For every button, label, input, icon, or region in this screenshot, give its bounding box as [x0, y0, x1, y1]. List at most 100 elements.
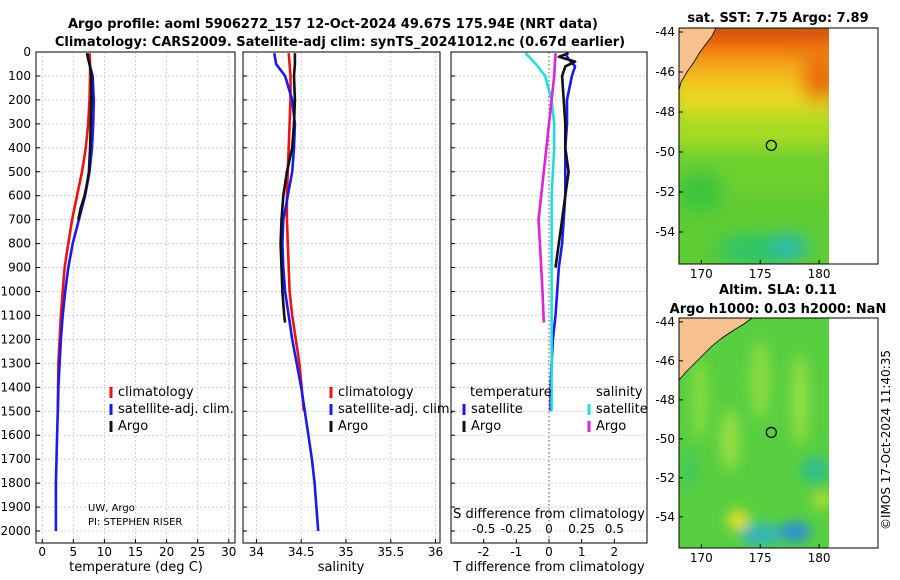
s-tick-label: 0	[545, 522, 553, 536]
temperature-lines	[54, 52, 96, 531]
lon-tick-label: 175	[749, 267, 772, 281]
x-tick-label: 20	[159, 545, 174, 559]
lon-tick-label: 180	[808, 267, 831, 281]
lat-tick-label: -46	[655, 65, 675, 79]
x-tick-label: 34.5	[288, 545, 315, 559]
legend-label: satellite-adj. clim.	[338, 402, 454, 417]
sla-argo-marker	[765, 426, 777, 439]
sla-map-title-line2: Argo h1000: 0.03 h2000: NaN	[670, 302, 887, 317]
y-tick-label: 500	[8, 165, 31, 179]
x-tick-label: -1	[510, 545, 522, 559]
credit-line1: UW, Argo	[88, 503, 135, 514]
series-line-satellite-adj-clim-	[54, 52, 96, 531]
y-tick-label: 1400	[0, 380, 31, 394]
x-tick-label: 5	[69, 545, 77, 559]
lat-tick-label: -50	[655, 145, 675, 159]
y-tick-label: 900	[8, 261, 31, 275]
x-tick-label: 2	[611, 545, 619, 559]
sst-argo-marker	[765, 139, 777, 152]
s-tick-label: 0.5	[605, 522, 624, 536]
lat-tick-label: -44	[655, 315, 675, 329]
legend-label: satellite	[471, 402, 523, 417]
y-tick-label: 0	[23, 45, 31, 59]
salinity-ticks: 34 34.5 35 35.5 36	[243, 51, 443, 559]
legend-label: Argo	[118, 419, 148, 434]
y-tick-label: 2000	[0, 524, 31, 538]
sst-map-title: sat. SST: 7.75 Argo: 7.89	[687, 11, 868, 26]
y-tick-label: 800	[8, 237, 31, 251]
legend-label: Argo	[471, 419, 501, 434]
difference-legend: temperature salinity satellite Argo satellit…	[462, 385, 648, 434]
salinity-axes-box	[242, 51, 441, 544]
x-tick-label: 0	[545, 545, 553, 559]
x-tick-label: 35	[338, 545, 353, 559]
sst-map-image	[679, 28, 829, 264]
sla-map-image	[679, 318, 829, 548]
series-line-climatology	[56, 53, 92, 412]
figure-title-line2: Climatology: CARS2009. Satellite-adj cli…	[55, 35, 625, 50]
salinity-legend: climatology satellite-adj. clim. Argo	[329, 385, 454, 434]
x-tick-label: 34	[249, 545, 264, 559]
y-tick-label: 1300	[0, 356, 31, 370]
lat-tick-label: -52	[655, 185, 675, 199]
s-tick-label: 0.25	[568, 522, 595, 536]
y-tick-label: 300	[8, 117, 31, 131]
temperature-grid	[36, 51, 235, 543]
difference-lines	[524, 51, 577, 412]
legend-label: Argo	[338, 419, 368, 434]
legend-label: satellite	[596, 402, 648, 417]
salinity-grid	[243, 51, 440, 543]
temperature-panel: 0100200300400500600700800900100011001200…	[0, 45, 236, 575]
lat-tick-label: -54	[655, 225, 675, 239]
y-tick-label: 700	[8, 213, 31, 227]
salinity-xlabel: salinity	[318, 560, 365, 575]
series-line-argo	[279, 53, 297, 323]
temperature-difference-xlabel: T difference from climatology	[452, 560, 645, 575]
legend-label: climatology	[338, 385, 414, 400]
y-tick-label: 1000	[0, 285, 31, 299]
sst-map-frame	[678, 27, 879, 265]
series-line-salinity-argo	[537, 53, 557, 323]
imos-watermark: ©IMOS 17-Oct-2024 11:40:35	[879, 350, 893, 530]
series-line-satellite-adj-clim-	[273, 52, 320, 532]
temperature-legend: climatology satellite-adj. clim. Argo	[109, 385, 234, 434]
difference-grid	[451, 51, 647, 532]
legend-label: satellite-adj. clim.	[118, 402, 234, 417]
series-line-temperature-argo	[554, 51, 577, 268]
y-tick-label: 200	[8, 93, 31, 107]
lat-tick-label: -48	[655, 393, 675, 407]
legend-heading-temperature: temperature	[470, 385, 552, 400]
figure-title-line1: Argo profile: aoml 5906272_157 12-Oct-20…	[68, 17, 598, 32]
salinity-panel: 34 34.5 35 35.5 36 salinity climatology satel…	[242, 51, 454, 575]
sst-map-ticks: -44 -46 -48 -50 -52 -54 170 175 180	[655, 25, 830, 281]
lat-tick-label: -50	[655, 432, 675, 446]
y-tick-label: 1600	[0, 428, 31, 442]
x-tick-label: 35.5	[377, 545, 404, 559]
x-tick-label: 15	[128, 545, 143, 559]
y-tick-label: 1500	[0, 404, 31, 418]
s-tick-label: -0.25	[501, 522, 532, 536]
y-tick-label: 1100	[0, 308, 31, 322]
lon-tick-label: 180	[808, 551, 831, 565]
y-tick-label: 1800	[0, 476, 31, 490]
lat-tick-label: -54	[655, 510, 675, 524]
y-tick-label: 600	[8, 189, 31, 203]
series-line-temperature-satellite	[549, 52, 577, 412]
sla-map-panel: Altim. SLA: 0.11 Argo h1000: 0.03 h2000:…	[655, 283, 886, 565]
legend-heading-salinity: salinity	[596, 385, 643, 400]
series-line-salinity-satellite	[524, 52, 556, 412]
series-line-climatology	[285, 53, 306, 412]
y-tick-label: 400	[8, 141, 31, 155]
y-tick-label: 1200	[0, 332, 31, 346]
difference-ticks: -2 -1 0 1 2 -0.5 -0.25 0 0.25 0.5	[451, 51, 624, 559]
sst-map-panel: sat. SST: 7.75 Argo: 7.89 -44 -46 -48 -50 -5…	[655, 11, 879, 281]
x-tick-label: 10	[97, 545, 112, 559]
x-tick-label: 30	[221, 545, 236, 559]
y-tick-label: 1700	[0, 452, 31, 466]
sla-map-frame	[678, 317, 879, 549]
sla-map-title-line1: Altim. SLA: 0.11	[719, 283, 837, 298]
sla-map-ticks: -44 -46 -48 -50 -52 -54 170 175 180	[655, 315, 830, 565]
lat-tick-label: -48	[655, 105, 675, 119]
lon-tick-label: 170	[690, 267, 713, 281]
